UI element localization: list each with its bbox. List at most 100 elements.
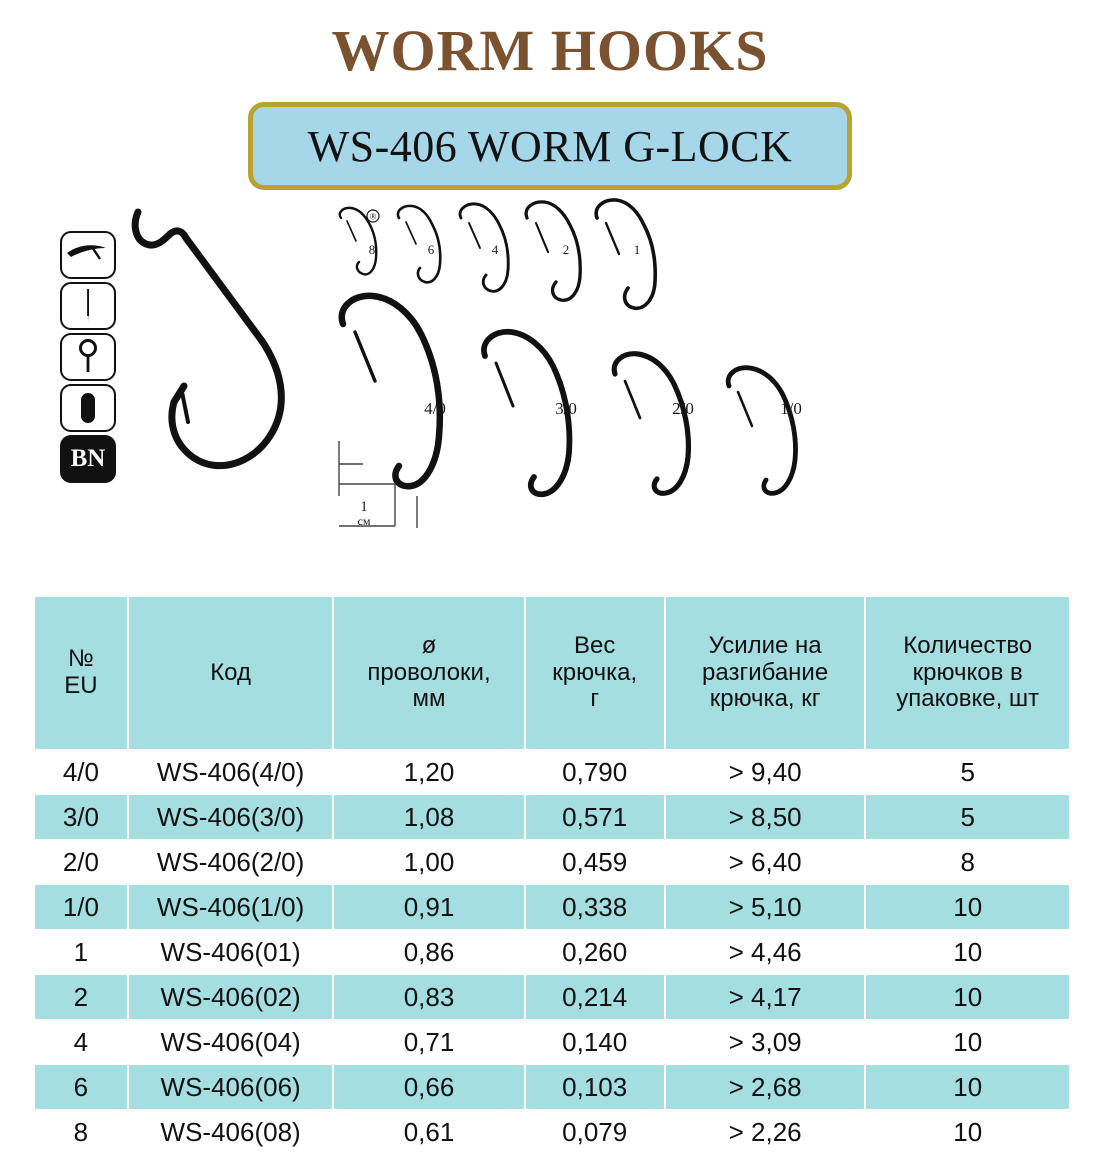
column-header-code-line1: Код: [210, 658, 252, 686]
cell-size: 1/0: [35, 885, 127, 929]
cell-size: 2/0: [35, 840, 127, 884]
table-row: 4/0 WS-406(4/0) 1,20 0,790 > 9,40 5: [35, 750, 1069, 794]
column-header-force-line2: разгибание: [702, 658, 829, 686]
cell-weight: 0,459: [525, 840, 664, 884]
table-body: 4/0 WS-406(4/0) 1,20 0,790 > 9,40 5 3/0 WS-406(…: [35, 750, 1069, 1154]
column-header-weight-line1: Вес: [574, 631, 616, 659]
scale-value-label: 1: [360, 499, 368, 515]
hero-hook-illustration: [131, 208, 285, 470]
hook-shape-6: [396, 204, 442, 284]
column-header-size-line2: EU: [64, 672, 98, 699]
hook-shape-1-0: [725, 365, 798, 496]
cell-quantity: 10: [866, 885, 1069, 929]
scale-ruler: [338, 441, 418, 528]
cell-code: WS-406(2/0): [128, 840, 333, 884]
cell-size: 2: [35, 975, 127, 1019]
cell-force: > 5,10: [665, 885, 865, 929]
column-header-size-line1: №: [68, 645, 94, 673]
hook-shape-4: [458, 202, 510, 293]
hook-size-label-1: 1: [634, 242, 641, 257]
cell-size: 6: [35, 1065, 127, 1109]
hook-size-label-4: 4: [492, 242, 499, 257]
column-header-qty-line3: упаковке, шт: [896, 685, 1040, 713]
cell-weight: 0,214: [525, 975, 664, 1019]
table-row: 6 WS-406(06) 0,66 0,103 > 2,68 10: [35, 1065, 1069, 1109]
cell-code: WS-406(04): [128, 1020, 333, 1064]
cell-code: WS-406(01): [128, 930, 333, 974]
cell-force: > 4,17: [665, 975, 865, 1019]
cell-code: WS-406(4/0): [128, 750, 333, 794]
hook-size-label-2-0: 2/0: [672, 399, 694, 418]
cell-quantity: 10: [866, 1110, 1069, 1154]
hook-shape-3-0: [481, 328, 573, 498]
cell-weight: 0,338: [525, 885, 664, 929]
product-banner: WS-406 WORM G-LOCK: [248, 102, 852, 190]
column-header-force-line3: крючка, кг: [709, 685, 821, 713]
cell-wire-diameter: 0,83: [334, 975, 524, 1019]
illustration-area: BN ®: [0, 196, 1100, 556]
cell-wire-diameter: 1,20: [334, 750, 524, 794]
column-header-wire-line3: мм: [412, 685, 446, 713]
column-header-weight-line3: г: [590, 685, 600, 713]
cell-force: > 2,68: [665, 1065, 865, 1109]
feature-badge-column: BN: [60, 231, 116, 483]
column-header-size: № EU: [35, 597, 127, 749]
cell-size: 3/0: [35, 795, 127, 839]
cell-weight: 0,571: [525, 795, 664, 839]
hook-shape-4-0: [338, 292, 444, 490]
column-header-force: Усилие на разгибание крючка, кг: [665, 597, 865, 749]
column-header-wire-line2: проволоки,: [367, 658, 491, 686]
svg-text:®: ®: [370, 212, 377, 222]
hook-shape-2: [524, 200, 582, 302]
barbed-point-icon: [60, 231, 116, 279]
cell-size: 1: [35, 930, 127, 974]
cell-wire-diameter: 1,00: [334, 840, 524, 884]
hook-shape-1: [594, 198, 658, 310]
column-header-weight: Вес крючка, г: [525, 597, 664, 749]
page-title: WORM HOOKS: [331, 18, 769, 83]
cell-weight: 0,140: [525, 1020, 664, 1064]
cell-size: 4/0: [35, 750, 127, 794]
cell-weight: 0,790: [525, 750, 664, 794]
hook-size-label-4-0: 4/0: [424, 399, 446, 418]
hook-size-chart: ® 8 6 4 2 1: [338, 198, 802, 528]
cell-wire-diameter: 1,08: [334, 795, 524, 839]
cell-wire-diameter: 0,86: [334, 930, 524, 974]
cell-quantity: 10: [866, 1020, 1069, 1064]
table-row: 4 WS-406(04) 0,71 0,140 > 3,09 10: [35, 1020, 1069, 1064]
cell-wire-diameter: 0,91: [334, 885, 524, 929]
scale-unit-label: см: [358, 514, 371, 528]
column-header-wire-line1: ø: [421, 631, 437, 659]
cell-quantity: 8: [866, 840, 1069, 884]
hook-size-label-1-0: 1/0: [780, 399, 802, 418]
coating-bn-badge: BN: [60, 435, 116, 483]
cell-size: 8: [35, 1110, 127, 1154]
specification-table: № EU Код ø проволоки, мм Вес крючка, г У…: [33, 596, 1071, 1155]
column-header-quantity: Количество крючков в упаковке, шт: [866, 597, 1069, 749]
hook-size-label-2: 2: [563, 242, 570, 257]
straight-shank-icon: [60, 282, 116, 330]
cell-quantity: 10: [866, 1065, 1069, 1109]
hook-shape-2-0: [611, 351, 692, 496]
column-header-qty-line1: Количество: [903, 631, 1033, 659]
cell-force: > 3,09: [665, 1020, 865, 1064]
table-header-row: № EU Код ø проволоки, мм Вес крючка, г У…: [35, 597, 1069, 749]
table-row: 2 WS-406(02) 0,83 0,214 > 4,17 10: [35, 975, 1069, 1019]
column-header-wire-diameter: ø проволоки, мм: [334, 597, 524, 749]
cell-weight: 0,103: [525, 1065, 664, 1109]
product-banner-label: WS-406 WORM G-LOCK: [307, 121, 793, 171]
hook-size-label-3-0: 3/0: [555, 399, 577, 418]
cell-weight: 0,079: [525, 1110, 664, 1154]
cell-wire-diameter: 0,71: [334, 1020, 524, 1064]
hook-shape-8: [338, 206, 378, 276]
cell-code: WS-406(1/0): [128, 885, 333, 929]
column-header-qty-line2: крючков в: [912, 658, 1023, 686]
table-row: 8 WS-406(08) 0,61 0,079 > 2,26 10: [35, 1110, 1069, 1154]
table-row: 1/0 WS-406(1/0) 0,91 0,338 > 5,10 10: [35, 885, 1069, 929]
product-banner-wrap: WS-406 WORM G-LOCK: [0, 102, 1100, 190]
hook-size-label-6: 6: [428, 242, 435, 257]
forged-bend-icon: [60, 384, 116, 432]
cell-wire-diameter: 0,61: [334, 1110, 524, 1154]
cell-code: WS-406(06): [128, 1065, 333, 1109]
column-header-weight-line2: крючка,: [552, 658, 638, 686]
